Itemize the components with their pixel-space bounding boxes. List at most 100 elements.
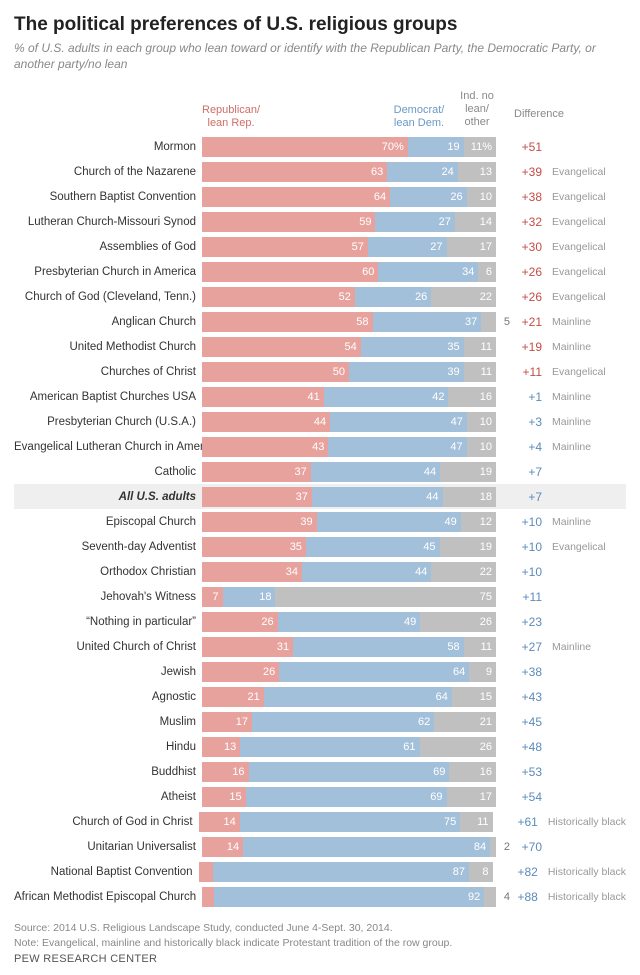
- rep-segment: 14: [199, 812, 240, 832]
- ind-segment: 19: [440, 462, 496, 482]
- dem-segment: 27: [375, 212, 454, 232]
- dem-segment: 44: [302, 562, 431, 582]
- row-label: Catholic: [14, 466, 202, 478]
- difference-value: +43: [496, 690, 542, 704]
- row-label: Mormon: [14, 141, 202, 153]
- row-label: Agnostic: [14, 691, 202, 703]
- rep-segment: 70%: [202, 137, 408, 157]
- rep-segment: 59: [202, 212, 375, 232]
- rep-segment: 57: [202, 237, 368, 257]
- row-label: United Church of Christ: [14, 641, 202, 653]
- tradition-tag: Historically black: [538, 891, 626, 903]
- ind-segment: 17: [447, 787, 496, 807]
- ind-segment: 14: [455, 212, 496, 232]
- row-label: Episcopal Church: [14, 516, 202, 528]
- stacked-bar: 14842: [202, 837, 496, 857]
- stacked-bar: 444710: [202, 412, 496, 432]
- rep-segment: 39: [202, 512, 317, 532]
- dem-segment: 26: [355, 287, 431, 307]
- ind-segment: 15: [452, 687, 496, 707]
- ind-segment: 26: [420, 737, 496, 757]
- rep-segment: 17: [202, 712, 252, 732]
- ind-segment: 21: [434, 712, 496, 732]
- rep-segment: 16: [202, 762, 249, 782]
- stacked-bar: 572717: [202, 237, 496, 257]
- data-row: Episcopal Church394912+10Mainline: [14, 509, 626, 534]
- data-row: Churches of Christ503911+11Evangelical: [14, 359, 626, 384]
- data-row: Church of God (Cleveland, Tenn.)522622+2…: [14, 284, 626, 309]
- stacked-bar: 5878: [199, 862, 493, 882]
- row-label: Seventh-day Adventist: [14, 541, 202, 553]
- ind-segment: 18: [443, 487, 496, 507]
- tradition-tag: Evangelical: [542, 541, 606, 553]
- data-row: Presbyterian Church (U.S.A.)444710+3Main…: [14, 409, 626, 434]
- ind-segment: 11: [464, 337, 496, 357]
- stacked-bar: 414216: [202, 387, 496, 407]
- difference-value: +26: [496, 290, 542, 304]
- row-label: Lutheran Church-Missouri Synod: [14, 216, 202, 228]
- tradition-tag: Mainline: [542, 441, 591, 453]
- stacked-bar: 166916: [202, 762, 496, 782]
- row-label: Church of God in Christ: [14, 816, 199, 828]
- data-row: Church of the Nazarene632413+39Evangelic…: [14, 159, 626, 184]
- data-row: Mormon70%1911%+51: [14, 134, 626, 159]
- tradition-tag: Evangelical: [542, 191, 606, 203]
- difference-value: +32: [496, 215, 542, 229]
- ind-segment: 8: [469, 862, 493, 882]
- ind-segment: 19: [440, 537, 496, 557]
- stacked-bar: 4924: [202, 887, 496, 907]
- dem-segment: 44: [312, 487, 443, 507]
- ind-segment: 16: [449, 762, 496, 782]
- tradition-tag: Historically black: [538, 816, 626, 828]
- dem-segment: 64: [264, 687, 452, 707]
- row-label: Hindu: [14, 741, 202, 753]
- ind-segment: 11: [464, 362, 496, 382]
- rep-segment: 34: [202, 562, 302, 582]
- ind-segment: 9: [469, 662, 496, 682]
- rep-segment: 15: [202, 787, 246, 807]
- dem-segment: 84: [243, 837, 490, 857]
- data-row: Evangelical Lutheran Church in America43…: [14, 434, 626, 459]
- dem-segment: 45: [306, 537, 440, 557]
- ind-segment: 11: [464, 637, 496, 657]
- legend: Republican/lean Rep. Democrat/lean Dem. …: [14, 86, 626, 130]
- row-label: Church of the Nazarene: [14, 166, 202, 178]
- dem-segment: 75: [240, 812, 461, 832]
- difference-value: +11: [496, 590, 542, 604]
- ind-segment: 10: [467, 412, 496, 432]
- rep-segment: 5: [199, 862, 214, 882]
- ind-segment: 5: [481, 312, 496, 332]
- ind-segment: 11: [460, 812, 492, 832]
- data-row: Unitarian Universalist14842+70: [14, 834, 626, 859]
- dem-segment: 37: [373, 312, 482, 332]
- dem-segment: 26: [390, 187, 466, 207]
- ind-segment: 2: [490, 837, 496, 857]
- dem-segment: 64: [279, 662, 469, 682]
- rep-segment: 37: [202, 462, 311, 482]
- dem-segment: 39: [349, 362, 464, 382]
- data-row: Hindu136126+48: [14, 734, 626, 759]
- ind-segment: 12: [461, 512, 496, 532]
- tradition-tag: Mainline: [542, 391, 591, 403]
- dem-segment: 92: [214, 887, 484, 907]
- difference-value: +45: [496, 715, 542, 729]
- difference-value: +53: [496, 765, 542, 779]
- difference-value: +4: [496, 440, 542, 454]
- row-label: Jewish: [14, 666, 202, 678]
- rep-segment: 14: [202, 837, 243, 857]
- stacked-bar: 434710: [202, 437, 496, 457]
- dem-segment: 61: [240, 737, 419, 757]
- tradition-tag: Evangelical: [542, 166, 606, 178]
- row-label: Buddhist: [14, 766, 202, 778]
- ind-segment: 10: [467, 437, 496, 457]
- dem-segment: 42: [324, 387, 449, 407]
- difference-value: +51: [496, 140, 542, 154]
- data-row: Orthodox Christian344422+10: [14, 559, 626, 584]
- dem-segment: 47: [330, 412, 467, 432]
- data-row: Catholic374419+7: [14, 459, 626, 484]
- ind-segment: 22: [431, 562, 496, 582]
- ind-segment: 4: [484, 887, 496, 907]
- data-row: American Baptist Churches USA414216+1Mai…: [14, 384, 626, 409]
- stacked-bar: 60346: [202, 262, 496, 282]
- row-label: American Baptist Churches USA: [14, 391, 202, 403]
